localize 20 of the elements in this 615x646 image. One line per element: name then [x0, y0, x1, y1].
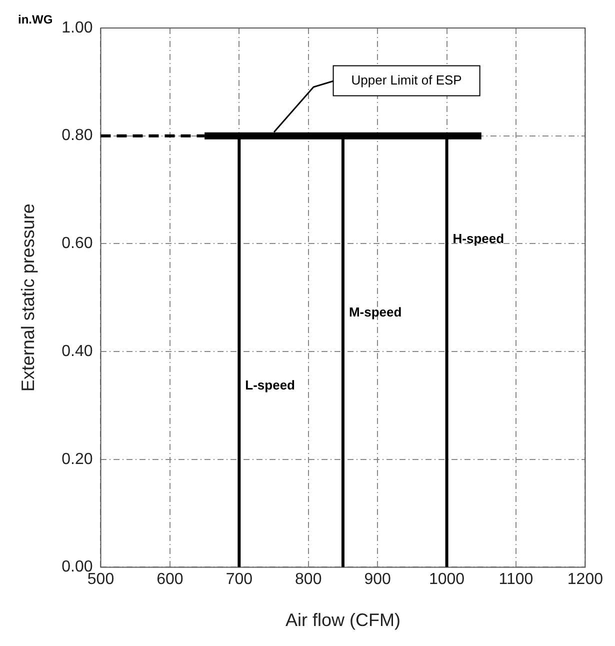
x-tick-label: 500 [87, 571, 114, 588]
y-tick-label: 0.80 [62, 127, 93, 144]
x-tick-label: 700 [226, 571, 253, 588]
annotation: Upper Limit of ESP [351, 72, 462, 88]
series-label: L-speed [245, 378, 296, 393]
x-tick-label: 1000 [428, 571, 465, 588]
x-tick-label: 800 [295, 571, 322, 588]
y-tick-label: 0.40 [62, 342, 93, 360]
series-label: H-speed [452, 230, 504, 246]
y-axis-title: External static pressure [18, 204, 38, 392]
y-tick-label: 0.20 [62, 450, 93, 468]
x-tick-label: 1100 [498, 571, 534, 588]
series-label: M-speed [348, 304, 402, 320]
y-tick-label: 0.60 [62, 235, 93, 252]
x-tick-label: 900 [364, 571, 392, 588]
y-tick-label: 1.00 [62, 19, 93, 36]
x-axis-title: Air flow (CFM) [285, 610, 400, 630]
x-tick-label: 600 [156, 571, 184, 588]
x-tick-label: 1200 [567, 571, 604, 588]
text: in.WG [18, 12, 53, 26]
